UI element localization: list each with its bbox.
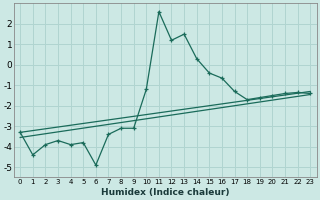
X-axis label: Humidex (Indice chaleur): Humidex (Indice chaleur)	[101, 188, 229, 197]
